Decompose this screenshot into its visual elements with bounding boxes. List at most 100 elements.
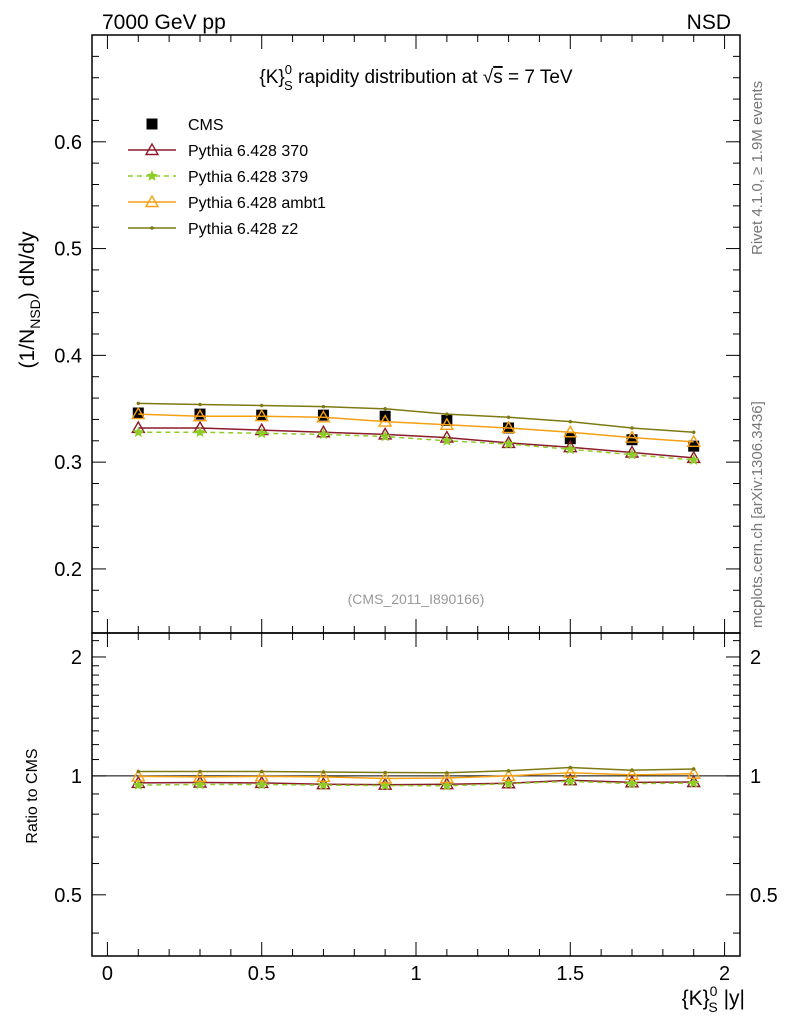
triangle-marker bbox=[501, 768, 516, 782]
header-process-label: NSD bbox=[687, 11, 731, 34]
star-marker bbox=[626, 777, 638, 789]
ratio-plot-frame bbox=[91, 632, 741, 957]
square-marker bbox=[256, 409, 268, 421]
star-marker bbox=[502, 438, 515, 449]
star-marker bbox=[688, 777, 700, 788]
star-marker bbox=[626, 448, 638, 460]
dot-marker bbox=[691, 767, 696, 771]
square-marker bbox=[626, 434, 638, 446]
dot-marker bbox=[445, 412, 449, 416]
star-marker bbox=[146, 170, 158, 181]
ratio-tick-label: 1 bbox=[71, 766, 82, 788]
square-marker bbox=[564, 433, 576, 445]
triangle-marker bbox=[131, 406, 146, 420]
triangle-marker bbox=[316, 769, 331, 783]
triangle-marker bbox=[624, 430, 640, 443]
triangle-marker bbox=[254, 768, 269, 782]
star-marker bbox=[256, 427, 268, 439]
triangle-marker bbox=[377, 771, 393, 784]
dot-marker bbox=[568, 419, 573, 424]
triangle-marker bbox=[254, 775, 269, 789]
x-tick-label: 0.5 bbox=[248, 963, 276, 985]
dot-marker bbox=[259, 403, 264, 408]
main-plot-series bbox=[131, 401, 701, 465]
triangle-marker bbox=[439, 776, 455, 790]
ratio-series-1 bbox=[132, 775, 700, 791]
square-marker bbox=[132, 407, 144, 419]
dot-marker bbox=[383, 407, 387, 411]
triangle-marker bbox=[316, 409, 331, 423]
y-tick-label: 0.5 bbox=[54, 239, 82, 261]
dot-marker bbox=[445, 771, 449, 775]
star-marker bbox=[132, 779, 144, 790]
y-tick-label: 0.3 bbox=[54, 452, 82, 474]
ratio-y-axis-label: Ratio to CMS bbox=[24, 748, 41, 843]
dot-marker bbox=[259, 769, 264, 774]
dot-marker bbox=[321, 770, 326, 774]
triangle-marker bbox=[624, 767, 640, 781]
ratio-series-line bbox=[138, 780, 694, 787]
dot-marker bbox=[383, 770, 387, 775]
star-marker bbox=[256, 778, 268, 790]
dot-marker bbox=[150, 226, 154, 230]
ratio-tick-label: 2 bbox=[71, 647, 82, 669]
ratio-tick-label-right: 2 bbox=[750, 647, 761, 669]
square-marker bbox=[441, 414, 453, 426]
x-tick-label: 2 bbox=[719, 963, 730, 985]
ratio-series-line bbox=[138, 766, 694, 774]
triangle-marker bbox=[254, 408, 269, 422]
square-marker bbox=[146, 118, 158, 130]
dot-marker bbox=[691, 430, 696, 434]
triangle-marker bbox=[192, 769, 208, 783]
star-marker bbox=[194, 426, 206, 438]
triangle-marker bbox=[501, 420, 516, 434]
dot-marker bbox=[198, 769, 202, 774]
star-marker bbox=[132, 426, 144, 438]
x-axis-label: {K}0 S |y| bbox=[682, 983, 745, 1015]
legend-label: Pythia 6.428 379 bbox=[188, 169, 308, 186]
dot-marker bbox=[321, 404, 326, 409]
star-marker bbox=[564, 443, 576, 455]
star-marker bbox=[379, 430, 391, 442]
ratio-tick-label-right: 0.5 bbox=[750, 885, 778, 907]
ratio-series-line bbox=[138, 771, 694, 780]
ratio-tick-label-right: 1 bbox=[750, 766, 761, 788]
triangle-marker bbox=[144, 142, 160, 156]
triangle-marker bbox=[439, 770, 455, 784]
legend: CMS Pythia 6.428 370 Pythia 6.428 379 Pythi… bbox=[128, 117, 326, 238]
y-tick-label: 0.6 bbox=[54, 132, 82, 154]
ratio-series-line bbox=[138, 779, 694, 786]
x-tick-label: 1.5 bbox=[556, 963, 584, 985]
ratio-tick-label: 0.5 bbox=[54, 885, 82, 907]
legend-label: Pythia 6.428 z2 bbox=[188, 221, 298, 238]
triangle-marker bbox=[439, 417, 455, 430]
triangle-marker bbox=[144, 194, 160, 208]
ratio-series-3 bbox=[136, 765, 696, 775]
dot-marker bbox=[630, 768, 634, 772]
dot-marker bbox=[568, 765, 573, 770]
x-tick-label: 1 bbox=[410, 963, 421, 985]
dot-marker bbox=[136, 401, 141, 406]
legend-label: CMS bbox=[188, 117, 224, 134]
series-1 bbox=[132, 426, 700, 465]
star-marker bbox=[317, 779, 330, 790]
series-2 bbox=[131, 406, 701, 448]
star-marker bbox=[194, 778, 206, 790]
dot-marker bbox=[198, 402, 202, 407]
series-line bbox=[138, 427, 694, 459]
y-axis-label: (1/NNSD) dN/dy bbox=[16, 231, 43, 368]
star-marker bbox=[441, 434, 453, 446]
legend-label: Pythia 6.428 ambt1 bbox=[188, 195, 326, 212]
ratio-plot-series bbox=[131, 765, 701, 791]
star-marker bbox=[317, 428, 330, 440]
rivet-version-label: Rivet 4.1.0, ≥ 1.9M events bbox=[749, 81, 766, 255]
triangle-marker bbox=[377, 414, 393, 427]
series-0 bbox=[131, 420, 701, 464]
star-marker bbox=[379, 779, 391, 791]
series-line bbox=[138, 413, 694, 443]
y-tick-label: 0.4 bbox=[54, 345, 82, 367]
triangle-marker bbox=[131, 768, 146, 782]
series-line bbox=[138, 402, 694, 433]
plot-title: {K}0 S rapidity distribution at √s = 7 Te… bbox=[259, 62, 573, 93]
